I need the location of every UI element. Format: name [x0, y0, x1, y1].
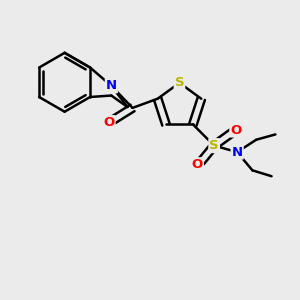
Text: O: O [103, 116, 115, 129]
Text: O: O [230, 124, 242, 136]
Text: N: N [106, 79, 117, 92]
Text: N: N [232, 146, 243, 159]
Text: O: O [192, 158, 203, 171]
Text: S: S [209, 139, 219, 152]
Text: S: S [175, 76, 184, 89]
